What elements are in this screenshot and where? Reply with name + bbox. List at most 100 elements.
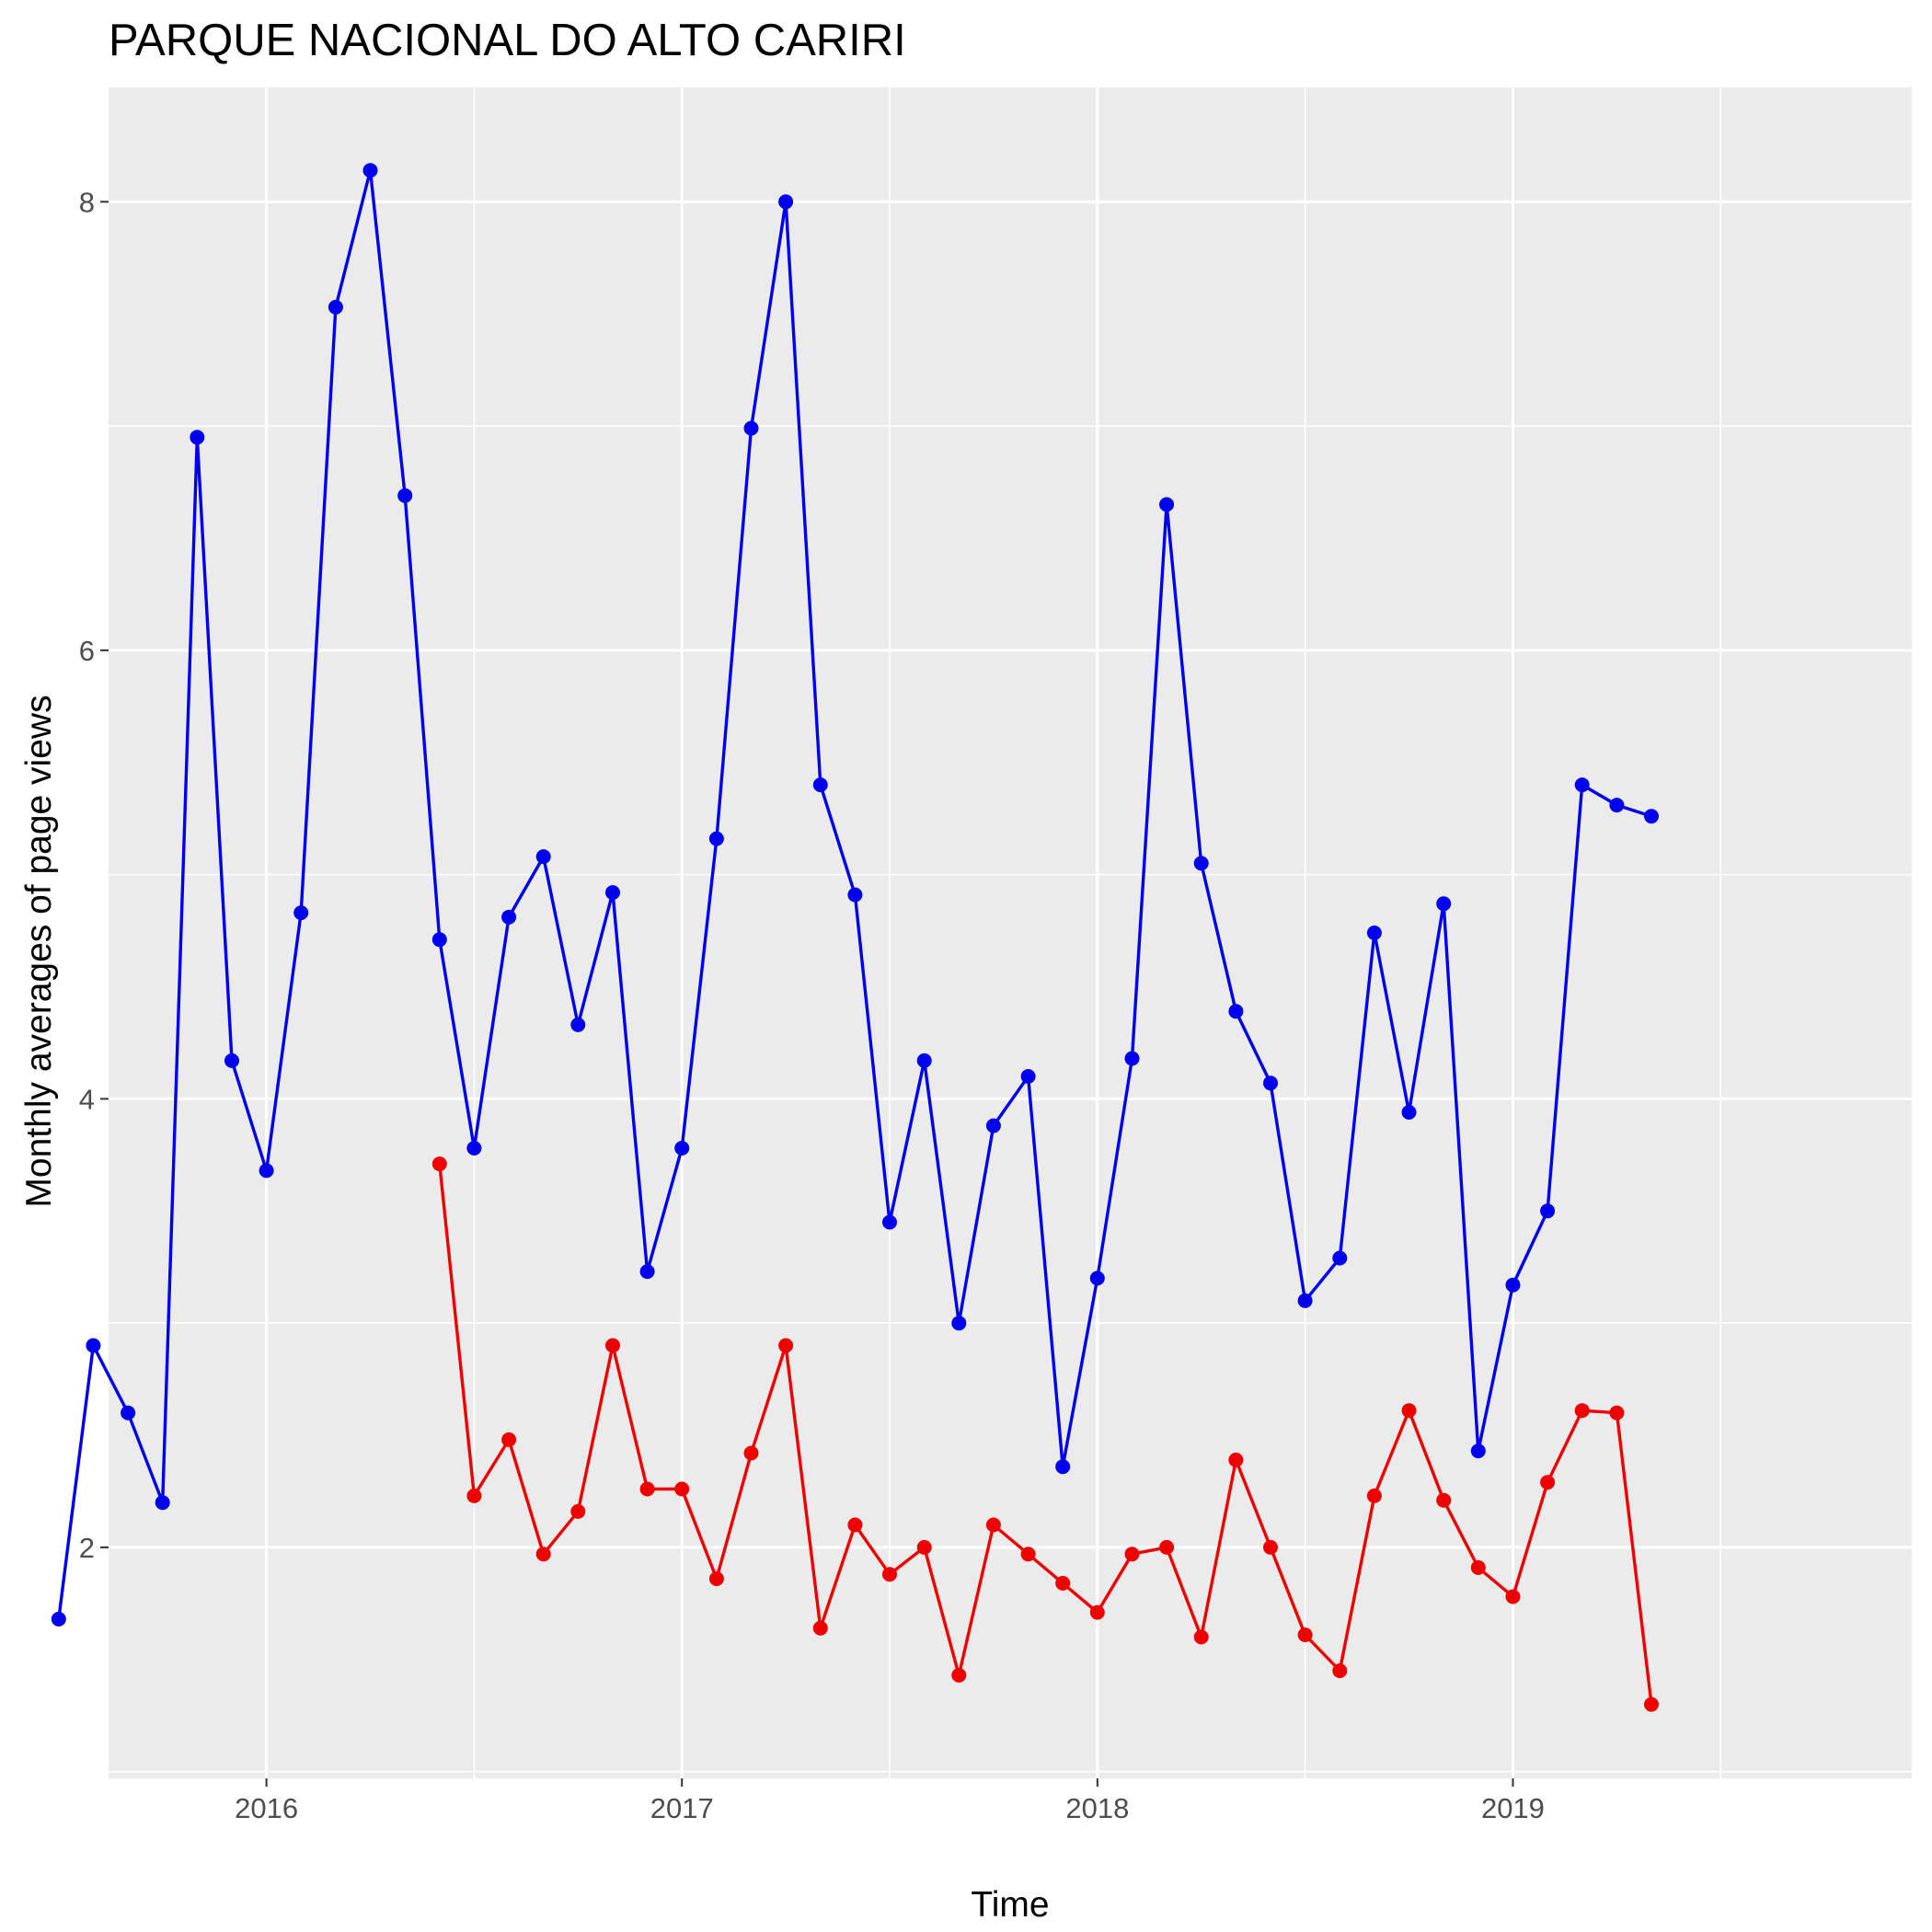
- y-tick-label: 8: [79, 186, 95, 218]
- data-point: [812, 777, 828, 793]
- data-point: [1644, 809, 1659, 824]
- y-tick-label: 2: [79, 1532, 95, 1564]
- data-point: [1505, 1277, 1521, 1293]
- data-point: [1124, 1051, 1140, 1066]
- data-point: [639, 1481, 655, 1497]
- data-point: [1263, 1075, 1278, 1091]
- data-point: [708, 831, 724, 846]
- data-point: [639, 1264, 655, 1280]
- data-point: [1124, 1547, 1140, 1562]
- data-point: [674, 1141, 690, 1156]
- x-axis-title: Time: [971, 1885, 1049, 1925]
- data-point: [431, 932, 447, 948]
- data-point: [847, 1517, 863, 1533]
- data-point: [570, 1503, 586, 1519]
- y-axis: 2 4 6 8: [79, 186, 109, 1564]
- data-point: [1505, 1589, 1521, 1604]
- data-point: [155, 1495, 170, 1511]
- data-point: [1055, 1459, 1071, 1475]
- data-point: [466, 1141, 482, 1156]
- data-point: [916, 1052, 932, 1068]
- data-point: [605, 885, 620, 901]
- data-point: [397, 488, 413, 503]
- data-point: [1332, 1250, 1348, 1266]
- data-point: [674, 1481, 690, 1497]
- y-tick-label: 6: [79, 635, 95, 667]
- x-tick-label: 2017: [650, 1792, 714, 1824]
- data-point: [1644, 1696, 1659, 1712]
- data-point: [743, 1445, 759, 1461]
- data-point: [1609, 798, 1625, 813]
- data-point: [916, 1539, 932, 1555]
- data-point: [1366, 926, 1382, 940]
- grid-minor: [109, 87, 1912, 1778]
- data-point: [1574, 777, 1590, 793]
- data-point: [1193, 856, 1209, 871]
- data-point: [1228, 1004, 1244, 1019]
- data-point: [1401, 1403, 1417, 1419]
- data-point: [1436, 1492, 1452, 1508]
- x-axis: 2016 2017 2018 2019: [235, 1778, 1545, 1824]
- data-point: [1470, 1443, 1486, 1459]
- data-point: [328, 299, 343, 315]
- data-point: [259, 1163, 274, 1179]
- data-point: [224, 1052, 239, 1068]
- data-point: [1470, 1559, 1486, 1575]
- data-point: [1297, 1293, 1313, 1308]
- data-point: [708, 1571, 724, 1586]
- data-point: [985, 1517, 1001, 1533]
- data-point: [535, 849, 551, 865]
- data-point: [121, 1405, 136, 1420]
- data-point: [1297, 1627, 1313, 1642]
- data-point: [812, 1620, 828, 1636]
- data-point: [1609, 1405, 1625, 1420]
- data-point: [985, 1118, 1001, 1133]
- y-tick-label: 4: [79, 1083, 95, 1115]
- data-point: [605, 1338, 620, 1353]
- data-point: [778, 1338, 794, 1353]
- data-point: [1089, 1604, 1105, 1620]
- data-point: [882, 1567, 897, 1582]
- data-point: [1366, 1488, 1382, 1503]
- data-point: [570, 1017, 586, 1032]
- x-tick-label: 2019: [1481, 1792, 1545, 1824]
- data-point: [1401, 1105, 1417, 1120]
- plot-panel: [109, 87, 1912, 1778]
- data-point: [1055, 1575, 1071, 1591]
- data-point: [778, 194, 794, 210]
- series-layer: [51, 163, 1659, 1712]
- series-line-2: [438, 1163, 1653, 1705]
- data-point: [431, 1156, 447, 1172]
- data-point: [1332, 1663, 1348, 1678]
- data-point: [1193, 1629, 1209, 1645]
- data-point: [501, 1432, 517, 1447]
- data-point: [743, 420, 759, 436]
- data-point: [1020, 1547, 1036, 1562]
- data-point: [535, 1547, 551, 1562]
- data-point: [951, 1667, 967, 1683]
- data-point: [51, 1611, 66, 1627]
- y-axis-title: Monthly averages of page views: [19, 695, 59, 1207]
- x-tick-label: 2018: [1065, 1792, 1129, 1824]
- data-point: [1540, 1203, 1556, 1219]
- data-point: [882, 1214, 897, 1230]
- data-point: [1263, 1539, 1278, 1555]
- data-point: [1020, 1069, 1036, 1084]
- data-point: [466, 1488, 482, 1503]
- data-point: [847, 887, 863, 903]
- data-point: [1159, 497, 1175, 512]
- data-point: [951, 1316, 967, 1331]
- chart-title: PARQUE NACIONAL DO ALTO CARIRI: [109, 16, 906, 65]
- data-point: [86, 1338, 101, 1353]
- x-tick-label: 2016: [235, 1792, 298, 1824]
- data-point: [1436, 896, 1452, 912]
- data-point: [1228, 1452, 1244, 1467]
- data-point: [1159, 1539, 1175, 1555]
- data-point: [1540, 1475, 1556, 1490]
- data-point: [501, 909, 517, 925]
- data-point: [293, 905, 309, 921]
- data-point: [1089, 1271, 1105, 1286]
- data-point: [190, 430, 205, 445]
- data-point: [362, 163, 378, 178]
